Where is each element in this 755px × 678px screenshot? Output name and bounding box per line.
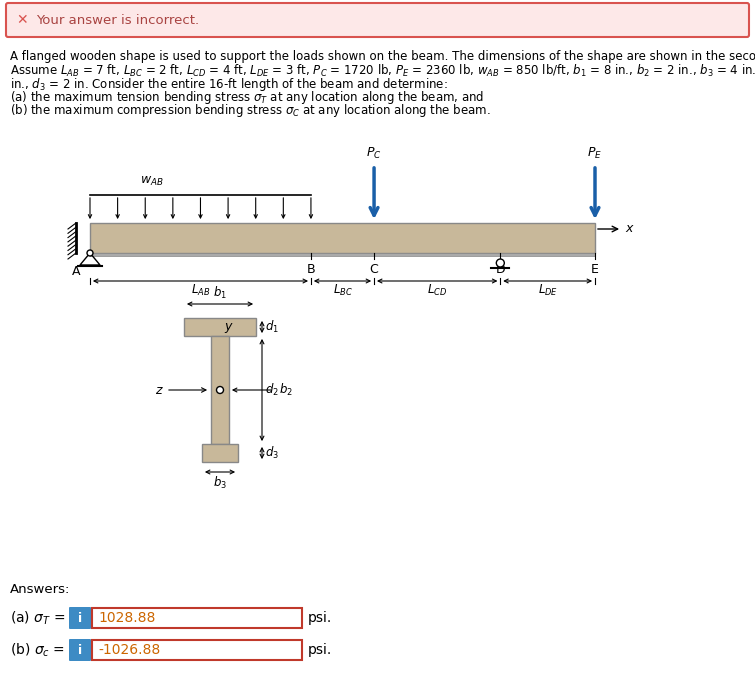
Text: Your answer is incorrect.: Your answer is incorrect. bbox=[36, 14, 199, 26]
Text: (b) $\sigma_c$ =: (b) $\sigma_c$ = bbox=[10, 641, 66, 659]
Bar bbox=[90, 253, 595, 256]
Bar bbox=[184, 318, 256, 336]
Bar bbox=[92, 608, 302, 628]
Text: $d_3$: $d_3$ bbox=[265, 445, 279, 461]
Text: -1026.88: -1026.88 bbox=[98, 643, 160, 657]
Text: $L_{AB}$: $L_{AB}$ bbox=[191, 283, 210, 298]
Text: $P_E$: $P_E$ bbox=[587, 146, 602, 161]
FancyBboxPatch shape bbox=[6, 3, 749, 37]
Text: $b_3$: $b_3$ bbox=[213, 475, 227, 491]
Text: $d_2$: $d_2$ bbox=[265, 382, 279, 398]
Bar bbox=[90, 223, 595, 253]
Bar bbox=[202, 444, 238, 462]
Text: E: E bbox=[591, 263, 599, 276]
Text: $L_{BC}$: $L_{BC}$ bbox=[332, 283, 353, 298]
Text: z: z bbox=[156, 384, 162, 397]
Text: 1028.88: 1028.88 bbox=[98, 611, 156, 625]
Text: C: C bbox=[370, 263, 378, 276]
Text: A: A bbox=[72, 265, 80, 278]
Text: (b) the maximum compression bending stress $\sigma_C$ at any location along the : (b) the maximum compression bending stre… bbox=[10, 102, 491, 119]
Bar bbox=[211, 336, 229, 444]
Text: B: B bbox=[307, 263, 316, 276]
Text: $b_2$: $b_2$ bbox=[279, 382, 293, 398]
Bar bbox=[92, 640, 302, 660]
Text: Answers:: Answers: bbox=[10, 583, 70, 596]
Text: D: D bbox=[495, 263, 505, 276]
Text: y: y bbox=[224, 320, 231, 333]
Text: $w_{AB}$: $w_{AB}$ bbox=[140, 175, 164, 188]
Text: (a) the maximum tension bending stress $\sigma_T$ at any location along the beam: (a) the maximum tension bending stress $… bbox=[10, 89, 484, 106]
Text: $d_1$: $d_1$ bbox=[265, 319, 279, 335]
Text: $P_C$: $P_C$ bbox=[366, 146, 382, 161]
Text: ✕: ✕ bbox=[16, 13, 28, 27]
Text: i: i bbox=[78, 612, 82, 624]
FancyBboxPatch shape bbox=[69, 607, 91, 629]
Text: i: i bbox=[78, 643, 82, 656]
Text: in., $d_3$ = 2 in. Consider the entire 16-ft length of the beam and determine:: in., $d_3$ = 2 in. Consider the entire 1… bbox=[10, 76, 448, 93]
Text: psi.: psi. bbox=[308, 643, 332, 657]
Text: A flanged wooden shape is used to support the loads shown on the beam. The dimen: A flanged wooden shape is used to suppor… bbox=[10, 50, 755, 63]
Circle shape bbox=[87, 250, 93, 256]
Text: $L_{CD}$: $L_{CD}$ bbox=[427, 283, 447, 298]
Circle shape bbox=[217, 386, 223, 393]
Text: (a) $\sigma_T$ =: (a) $\sigma_T$ = bbox=[10, 610, 67, 626]
Circle shape bbox=[496, 259, 504, 267]
Text: $L_{DE}$: $L_{DE}$ bbox=[538, 283, 558, 298]
FancyBboxPatch shape bbox=[69, 639, 91, 661]
Text: Assume $L_{AB}$ = 7 ft, $L_{BC}$ = 2 ft, $L_{CD}$ = 4 ft, $L_{DE}$ = 3 ft, $P_C$: Assume $L_{AB}$ = 7 ft, $L_{BC}$ = 2 ft,… bbox=[10, 63, 755, 79]
Text: $b_1$: $b_1$ bbox=[213, 285, 227, 301]
Text: x: x bbox=[625, 222, 633, 235]
Text: psi.: psi. bbox=[308, 611, 332, 625]
